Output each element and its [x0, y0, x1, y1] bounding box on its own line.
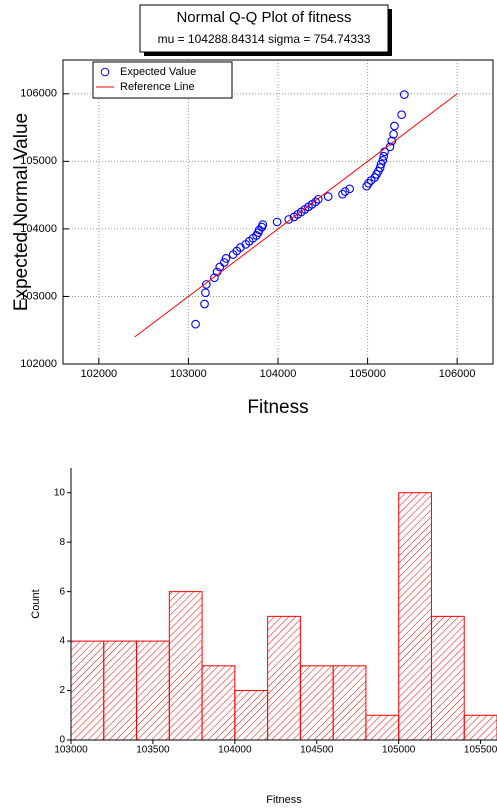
x-tick-label: 105000 [349, 368, 386, 380]
data-point [201, 288, 210, 298]
data-point [252, 231, 261, 240]
data-point [210, 273, 219, 283]
histogram-bar [398, 492, 432, 741]
y-tick-label: 10 [54, 487, 66, 498]
y-tick-label: 103000 [20, 290, 57, 302]
data-point [375, 163, 385, 173]
y-tick-label: 102000 [20, 358, 57, 370]
data-point [379, 151, 389, 161]
data-point [200, 299, 209, 309]
data-point [389, 129, 398, 139]
data-point [219, 258, 229, 267]
data-point [191, 319, 200, 329]
x-tick-label: 105000 [382, 745, 416, 756]
data-point [272, 217, 282, 227]
data-point [345, 184, 355, 194]
histogram-bar [430, 615, 465, 741]
x-tick-label: 103000 [54, 745, 88, 756]
data-point [340, 187, 350, 196]
data-point [215, 262, 225, 272]
y-axis-title: Expected Normal Value [11, 113, 32, 311]
x-tick-label: 102000 [80, 368, 117, 380]
title-box [139, 4, 389, 53]
histogram-bar [70, 640, 105, 741]
data-point [390, 121, 399, 131]
histogram-bar [103, 640, 138, 741]
histogram-bar [168, 591, 203, 741]
data-point [378, 155, 388, 165]
y-tick-label: 106000 [20, 88, 57, 100]
data-point [313, 194, 323, 204]
histogram-bar [267, 615, 301, 741]
y-axis-title: Count [30, 589, 42, 618]
data-point [323, 192, 333, 201]
legend-label: Reference Line [120, 81, 195, 93]
y-tick-label: 8 [59, 537, 65, 548]
y-tick-label: 4 [59, 636, 65, 647]
histogram-bar [365, 714, 400, 741]
x-tick-label: 104500 [300, 745, 334, 756]
y-tick-label: 104000 [20, 223, 57, 235]
histogram-bar [136, 640, 170, 741]
data-point [397, 110, 406, 120]
data-point [311, 197, 320, 207]
x-tick-label: 103500 [136, 745, 170, 756]
plot-frame [62, 59, 494, 365]
x-tick-label: 106000 [439, 368, 476, 380]
x-tick-label: 105500 [464, 745, 497, 756]
x-tick-label: 104000 [260, 368, 297, 380]
legend-box [92, 61, 233, 99]
data-point [387, 136, 397, 146]
histogram-bar [463, 714, 497, 741]
data-point [338, 189, 347, 199]
x-axis-title: Fitness [266, 794, 302, 806]
data-point [284, 215, 294, 224]
histogram-bar [299, 665, 334, 741]
y-tick-label: 6 [59, 586, 65, 597]
x-axis-title: Fitness [247, 397, 308, 418]
histogram-bar [332, 665, 367, 741]
x-tick-label: 104000 [218, 745, 252, 756]
data-point [258, 220, 268, 229]
x-tick-label: 103000 [170, 368, 207, 380]
legend-label: Expected Value [120, 66, 196, 78]
y-tick-label: 2 [59, 685, 65, 696]
legend-swatch [100, 67, 110, 77]
chart-subtitle: mu = 104288.84314 sigma = 754.74333 [158, 32, 371, 46]
y-tick-label: 0 [59, 735, 65, 746]
reference-line [134, 93, 458, 338]
y-tick-label: 105000 [20, 155, 57, 167]
data-point [201, 280, 211, 289]
data-point [364, 179, 373, 188]
data-point [399, 90, 409, 99]
chart-title: Normal Q-Q Plot of fitness [176, 9, 351, 26]
histogram-bar [234, 690, 269, 741]
histogram-bar [201, 665, 236, 741]
data-point [221, 254, 231, 263]
